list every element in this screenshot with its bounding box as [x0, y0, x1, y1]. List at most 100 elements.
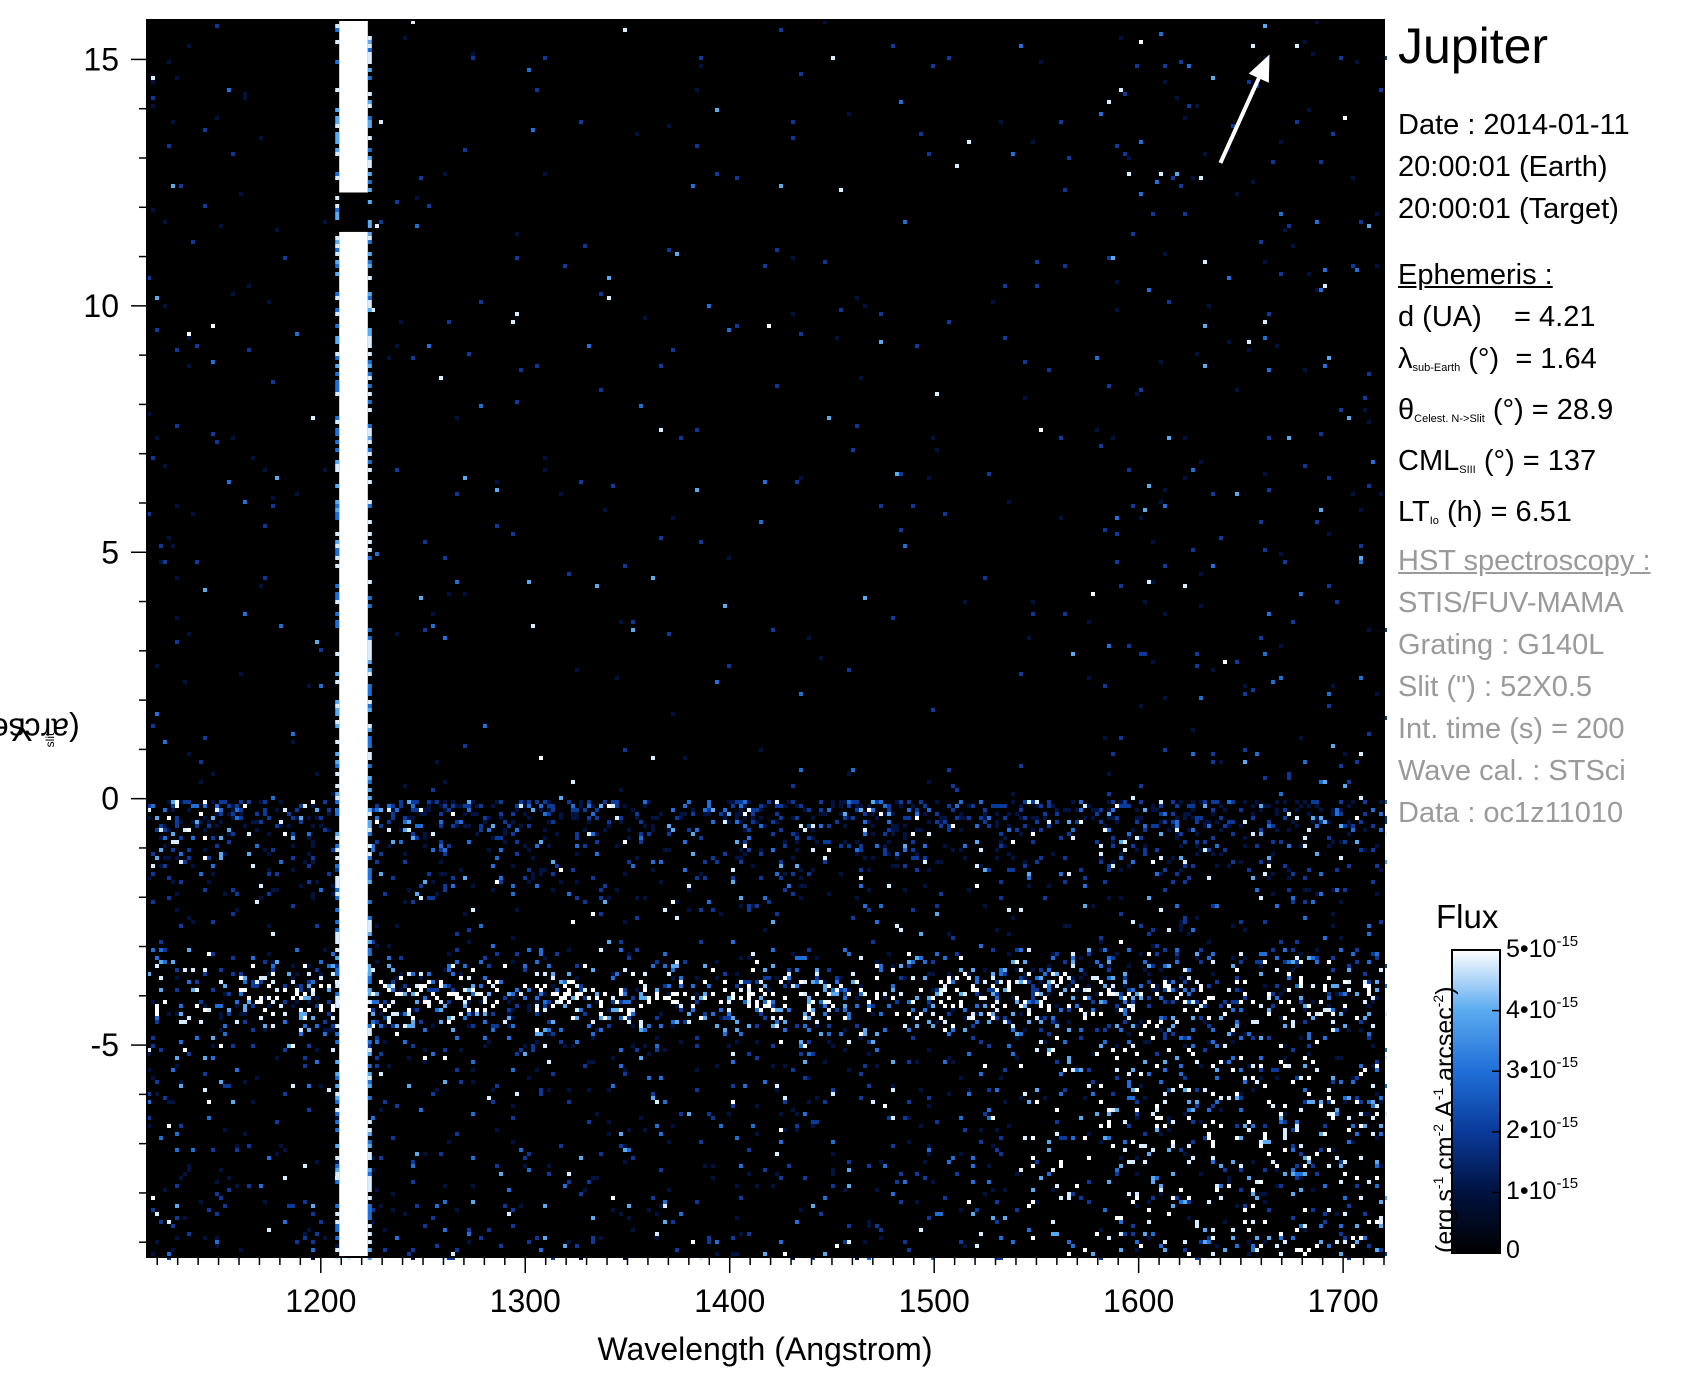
heatmap-pixel	[495, 988, 499, 992]
heatmap-pixel	[715, 960, 719, 964]
heatmap-pixel	[611, 996, 615, 1000]
lya-edge-pixel	[335, 620, 340, 624]
heatmap-pixel	[747, 848, 751, 852]
lya-edge-pixel	[367, 48, 372, 52]
heatmap-pixel	[411, 20, 415, 24]
heatmap-pixel	[479, 828, 483, 832]
heatmap-pixel	[1003, 1020, 1007, 1024]
heatmap-pixel	[559, 796, 563, 800]
heatmap-pixel	[567, 1180, 571, 1184]
heatmap-pixel	[759, 988, 763, 992]
heatmap-pixel	[991, 992, 995, 996]
heatmap-pixel	[1207, 304, 1211, 308]
heatmap-pixel	[1151, 944, 1155, 948]
heatmap-pixel	[275, 1056, 279, 1060]
heatmap-pixel	[1267, 1152, 1271, 1156]
heatmap-pixel	[651, 756, 655, 760]
heatmap-pixel	[635, 132, 639, 136]
heatmap-pixel	[1191, 1108, 1195, 1112]
heatmap-pixel	[491, 1004, 495, 1008]
lya-edge-pixel	[367, 148, 372, 152]
heatmap-pixel	[423, 1048, 427, 1052]
heatmap-pixel	[1379, 1132, 1383, 1136]
heatmap-pixel	[1195, 844, 1199, 848]
heatmap-pixel	[1211, 564, 1215, 568]
heatmap-pixel	[243, 500, 247, 504]
heatmap-pixel	[1119, 1028, 1123, 1032]
heatmap-pixel	[1187, 1116, 1191, 1120]
heatmap-pixel	[467, 808, 471, 812]
heatmap-pixel	[847, 988, 851, 992]
heatmap-pixel	[219, 1044, 223, 1048]
heatmap-pixel	[211, 988, 215, 992]
heatmap-pixel	[867, 1052, 871, 1056]
heatmap-pixel	[523, 812, 527, 816]
heatmap-pixel	[375, 840, 379, 844]
heatmap-pixel	[1135, 1116, 1139, 1120]
heatmap-pixel	[1355, 1184, 1359, 1188]
heatmap-pixel	[571, 812, 575, 816]
heatmap-pixel	[971, 1036, 975, 1040]
heatmap-pixel	[527, 1152, 531, 1156]
heatmap-pixel	[675, 1020, 679, 1024]
heatmap-pixel	[1335, 992, 1339, 996]
heatmap-pixel	[1163, 488, 1167, 492]
heatmap-pixel	[947, 1092, 951, 1096]
heatmap-pixel	[1243, 1124, 1247, 1128]
lya-edge-pixel	[367, 384, 372, 388]
heatmap-pixel	[287, 812, 291, 816]
heatmap-pixel	[931, 708, 935, 712]
heatmap-pixel	[1115, 532, 1119, 536]
heatmap-pixel	[519, 992, 523, 996]
heatmap-pixel	[971, 1024, 975, 1028]
lya-edge-pixel	[367, 932, 372, 936]
heatmap-pixel	[1243, 1032, 1247, 1036]
heatmap-pixel	[371, 1024, 375, 1028]
heatmap-pixel	[1251, 1192, 1255, 1196]
heatmap-pixel	[975, 976, 979, 980]
heatmap-pixel	[267, 1228, 271, 1232]
heatmap-pixel	[1027, 1012, 1031, 1016]
heatmap-pixel	[875, 800, 879, 804]
heatmap-pixel	[991, 1188, 995, 1192]
heatmap-pixel	[1163, 976, 1167, 980]
heatmap-pixel	[887, 828, 891, 832]
heatmap-pixel	[611, 1056, 615, 1060]
heatmap-pixel	[915, 1200, 919, 1204]
heatmap-pixel	[1179, 60, 1183, 64]
heatmap-pixel	[419, 976, 423, 980]
heatmap-pixel	[903, 832, 907, 836]
heatmap-pixel	[1055, 820, 1059, 824]
heatmap-pixel	[1139, 1020, 1143, 1024]
lya-edge-pixel	[335, 236, 340, 240]
heatmap-pixel	[1183, 1248, 1187, 1252]
heatmap-pixel	[1279, 1120, 1283, 1124]
heatmap-pixel	[911, 1036, 915, 1040]
heatmap-pixel	[1219, 1124, 1223, 1128]
heatmap-pixel	[843, 1240, 847, 1244]
heatmap-pixel	[1263, 776, 1267, 780]
heatmap-pixel	[1107, 644, 1111, 648]
heatmap-pixel	[731, 868, 735, 872]
heatmap-pixel	[291, 964, 295, 968]
heatmap-pixel	[307, 996, 311, 1000]
heatmap-pixel	[847, 844, 851, 848]
heatmap-pixel	[1227, 1004, 1231, 1008]
lya-edge-pixel	[367, 116, 372, 120]
heatmap-pixel	[1007, 908, 1011, 912]
heatmap-pixel	[551, 860, 555, 864]
heatmap-pixel	[391, 988, 395, 992]
heatmap-pixel	[735, 176, 739, 180]
heatmap-pixel	[919, 800, 923, 804]
heatmap-pixel	[1183, 988, 1187, 992]
heatmap-pixel	[611, 972, 615, 976]
heatmap-pixel	[383, 1024, 387, 1028]
heatmap-pixel	[863, 812, 867, 816]
heatmap-pixel	[455, 804, 459, 808]
heatmap-pixel	[791, 872, 795, 876]
heatmap-pixel	[1187, 1048, 1191, 1052]
heatmap-pixel	[1263, 1240, 1267, 1244]
heatmap-pixel	[1195, 1100, 1199, 1104]
heatmap-pixel	[667, 832, 671, 836]
heatmap-pixel	[835, 336, 839, 340]
